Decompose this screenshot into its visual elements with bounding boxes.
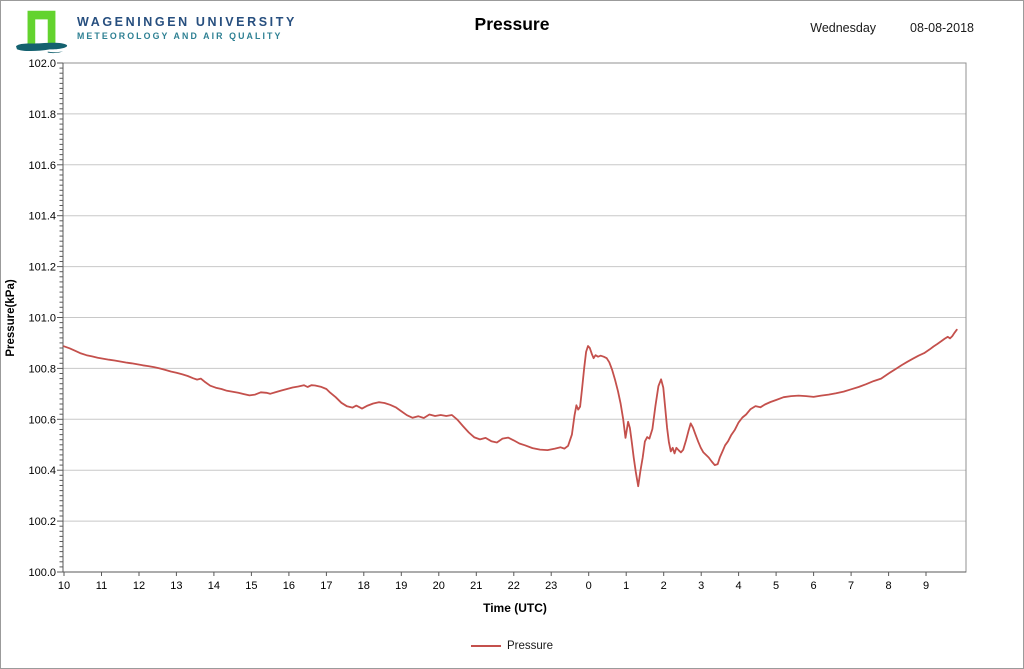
y-tick-label: 100.2	[28, 516, 56, 528]
y-tick-label: 100.8	[28, 363, 56, 375]
y-tick-label: 101.8	[28, 109, 56, 121]
y-tick-label: 102.0	[28, 58, 56, 70]
x-tick-label: 6	[811, 580, 817, 592]
x-tick-label: 23	[545, 580, 557, 592]
y-tick-label: 100.4	[28, 465, 56, 477]
x-tick-label: 17	[320, 580, 332, 592]
x-axis-title: Time (UTC)	[483, 601, 547, 615]
x-tick-label: 16	[283, 580, 295, 592]
x-tick-label: 10	[58, 580, 70, 592]
pressure-line	[63, 328, 958, 488]
date-block: Wednesday 08-08-2018	[810, 21, 974, 35]
department-name: METEOROLOGY AND AIR QUALITY	[77, 31, 283, 41]
legend-line-swatch	[470, 645, 501, 647]
legend-label: Pressure	[506, 640, 554, 652]
x-tick-label: 11	[96, 580, 107, 592]
pressure-chart: 102.0 101.8 101.6 101.4 101.2 101.0 100.8 100.6…	[5, 58, 967, 615]
x-tick-label: 22	[508, 580, 520, 592]
x-tick-label: 9	[923, 580, 929, 592]
y-tick-label: 100.6	[28, 414, 56, 426]
legend: Pressure	[470, 640, 554, 652]
x-tick-label: 7	[848, 580, 854, 592]
x-tick-label: 8	[886, 580, 892, 592]
x-tick-label: 13	[170, 580, 182, 592]
x-tick-label: 19	[395, 580, 407, 592]
x-tick-label: 5	[773, 580, 779, 592]
y-tick-label: 101.6	[28, 160, 56, 172]
y-tick-label: 100.0	[28, 567, 56, 579]
x-tick-label: 15	[245, 580, 257, 592]
y-tick-label: 101.0	[28, 313, 56, 325]
x-tick-label: 4	[736, 580, 742, 592]
date-label: 08-08-2018	[910, 21, 974, 35]
university-text-block: WAGENINGEN UNIVERSITY METEOROLOGY AND AI…	[77, 4, 297, 41]
logo-base-shape	[16, 42, 68, 52]
university-name: WAGENINGEN UNIVERSITY	[77, 15, 297, 29]
x-tick-label: 14	[208, 580, 220, 592]
logo-base-stroke	[47, 51, 64, 54]
page-title: Pressure	[474, 14, 550, 34]
x-tick-label: 12	[133, 580, 145, 592]
logo-arch-shape	[27, 10, 56, 47]
y-tick-label: 101.4	[28, 211, 56, 223]
university-brand: WAGENINGEN UNIVERSITY METEOROLOGY AND AI…	[13, 4, 297, 54]
x-tick-label: 3	[698, 580, 704, 592]
x-tick-label: 21	[470, 580, 482, 592]
x-tick-label: 2	[661, 580, 667, 592]
wageningen-logo-icon	[16, 10, 68, 54]
y-axis-title: Pressure(kPa)	[5, 279, 17, 357]
x-tick-label: 18	[358, 580, 370, 592]
x-tick-label: 20	[433, 580, 445, 592]
y-tick-label: 101.2	[28, 262, 56, 274]
x-tick-label: 0	[586, 580, 592, 592]
weekday-label: Wednesday	[810, 21, 877, 35]
x-tick-label: 1	[623, 580, 629, 592]
